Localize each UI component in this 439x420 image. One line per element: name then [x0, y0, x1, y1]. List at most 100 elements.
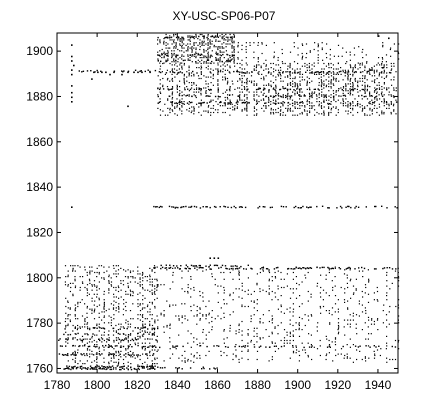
data-point [378, 73, 380, 75]
data-point [349, 102, 351, 104]
data-point [246, 79, 248, 81]
data-point [205, 90, 207, 92]
data-point [289, 311, 291, 313]
data-point [172, 110, 174, 112]
data-point [282, 103, 284, 105]
data-point [271, 315, 273, 317]
data-point [93, 280, 96, 282]
data-point [163, 52, 165, 55]
data-point [247, 289, 249, 291]
data-point [313, 88, 315, 90]
data-point [322, 71, 325, 73]
data-point [108, 322, 110, 324]
data-point [251, 268, 253, 270]
data-point [255, 67, 257, 69]
data-point [139, 358, 141, 361]
data-point [257, 72, 259, 74]
data-point [253, 99, 256, 101]
data-point [157, 54, 159, 56]
data-point [163, 310, 165, 312]
data-point [112, 307, 115, 309]
data-point [344, 75, 346, 77]
data-point [222, 79, 224, 81]
data-point [137, 293, 139, 295]
data-point [349, 338, 351, 340]
data-point [359, 345, 361, 347]
data-point [295, 346, 297, 348]
data-point [247, 358, 249, 361]
data-point [294, 101, 296, 103]
data-point [192, 265, 194, 267]
data-point [67, 285, 69, 287]
data-point [217, 98, 219, 100]
data-point [345, 206, 347, 208]
data-point [193, 47, 195, 49]
data-point [326, 346, 329, 348]
data-point [169, 264, 171, 266]
data-point [342, 101, 345, 103]
data-point [77, 301, 79, 303]
data-point [151, 364, 153, 366]
data-point [108, 344, 110, 346]
data-point [91, 308, 93, 310]
data-point [237, 101, 239, 103]
data-point [355, 288, 357, 290]
data-point [168, 89, 170, 91]
data-point [178, 268, 181, 270]
data-point [268, 293, 270, 295]
data-point [137, 335, 139, 337]
data-point [132, 277, 134, 279]
data-point [61, 345, 63, 347]
data-point [102, 366, 105, 368]
data-point [327, 207, 329, 209]
data-point [259, 290, 261, 293]
data-point [224, 91, 227, 93]
data-point [179, 57, 181, 59]
data-point [334, 295, 337, 297]
data-point [134, 368, 136, 370]
data-point [299, 68, 301, 70]
data-point [146, 331, 148, 333]
data-point [95, 368, 97, 370]
data-point [262, 337, 264, 339]
data-point [178, 367, 180, 369]
data-point [193, 43, 195, 45]
data-point [364, 322, 366, 324]
data-point [89, 280, 91, 282]
data-point [271, 319, 273, 321]
data-point [202, 314, 204, 316]
data-point [173, 59, 175, 61]
data-point [332, 90, 334, 92]
data-point [149, 350, 151, 352]
data-point [121, 70, 123, 72]
data-point [299, 102, 301, 104]
data-point [373, 102, 375, 104]
data-point [265, 75, 267, 77]
data-point [113, 339, 115, 342]
data-point [205, 318, 207, 320]
data-point [215, 35, 217, 37]
data-point [217, 36, 219, 38]
data-point [367, 316, 370, 318]
data-point [81, 71, 83, 73]
data-point [138, 368, 140, 371]
data-point [195, 52, 197, 55]
data-point [361, 77, 364, 80]
data-point [293, 42, 295, 44]
data-point [275, 87, 277, 89]
data-point [111, 365, 114, 367]
data-point [292, 86, 294, 88]
data-point [176, 103, 179, 105]
data-point [78, 345, 80, 348]
data-point [196, 314, 198, 316]
data-point [297, 207, 299, 209]
data-point [92, 327, 95, 329]
data-point [174, 107, 176, 109]
data-point [232, 358, 234, 361]
data-point [108, 361, 110, 363]
data-point [193, 286, 195, 289]
data-point [268, 269, 270, 271]
data-point [164, 53, 166, 56]
data-point [246, 102, 249, 104]
data-point [184, 360, 186, 362]
